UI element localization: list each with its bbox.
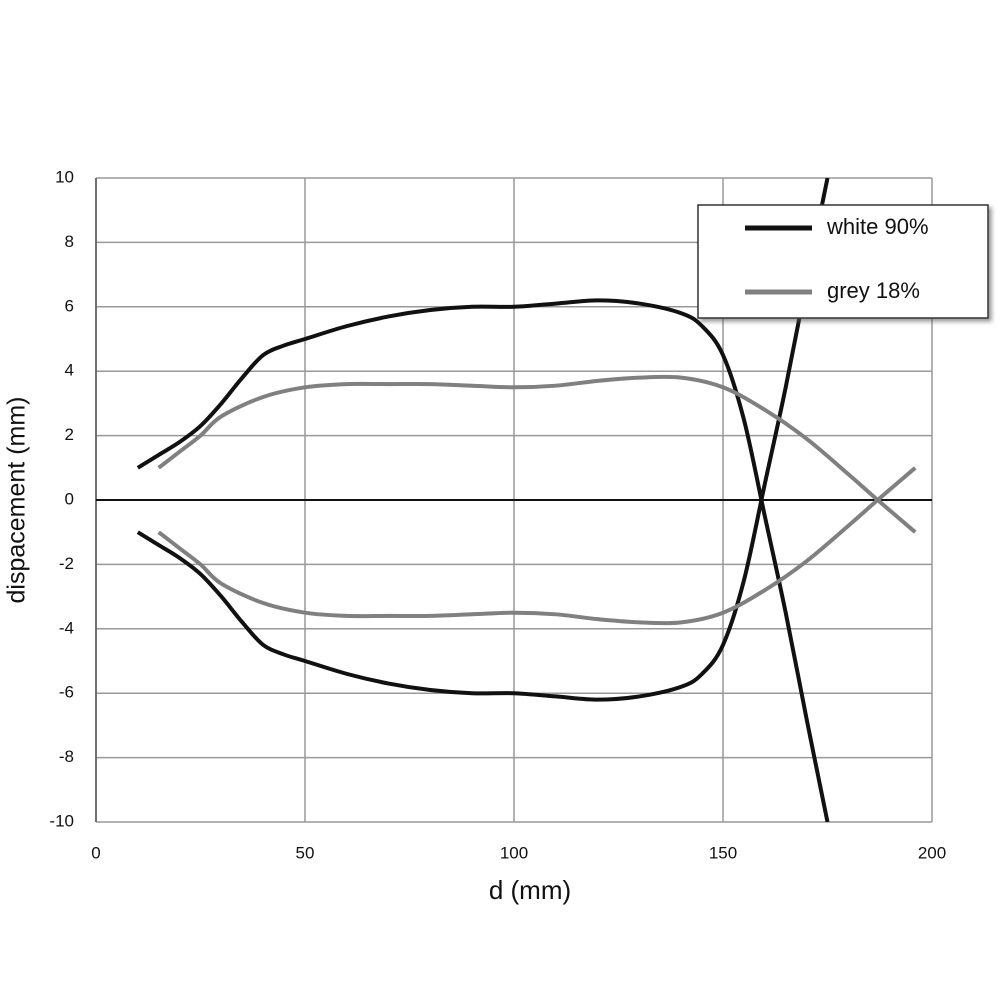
legend-box xyxy=(697,204,989,319)
data-line xyxy=(157,374,917,534)
y-tick-label: -4 xyxy=(59,618,74,637)
y-tick-label: -6 xyxy=(59,683,74,702)
x-tick-label: 50 xyxy=(296,843,315,862)
legend-label: white 90% xyxy=(826,214,929,239)
data-line xyxy=(136,178,830,702)
plot-area xyxy=(136,178,917,822)
y-tick-label: 6 xyxy=(65,296,74,315)
data-line xyxy=(136,298,830,822)
y-tick-label: 0 xyxy=(65,489,74,508)
y-tick-label: 10 xyxy=(55,167,74,186)
x-tick-label: 0 xyxy=(91,843,100,862)
y-axis-label: dispacement (mm) xyxy=(3,397,31,604)
x-tick-label: 150 xyxy=(709,843,737,862)
legend-label: grey 18% xyxy=(827,278,920,303)
y-tick-label: -8 xyxy=(59,747,74,766)
x-axis-label: d (mm) xyxy=(489,875,571,905)
y-tick-label: -2 xyxy=(59,554,74,573)
y-tick-label: 8 xyxy=(65,232,74,251)
x-tick-label: 100 xyxy=(500,843,528,862)
y-tick-label: 2 xyxy=(65,425,74,444)
x-tick-label: 200 xyxy=(918,843,946,862)
y-tick-label: -10 xyxy=(49,811,74,830)
y-tick-label: 4 xyxy=(65,361,74,380)
data-line xyxy=(157,466,917,626)
legend: white 90% grey 18% xyxy=(697,204,989,319)
